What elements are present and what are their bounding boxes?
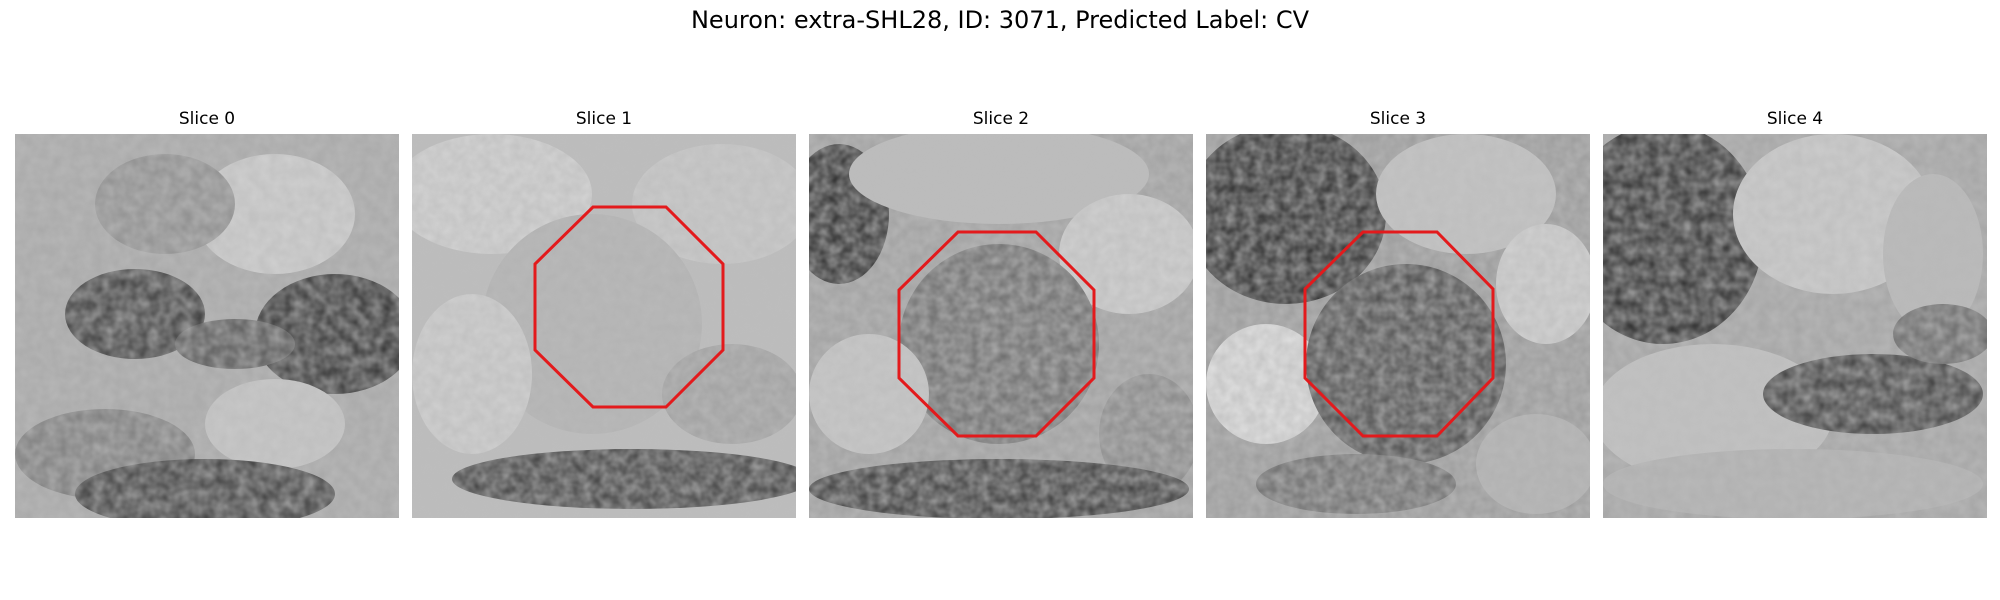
slice-image [1206, 134, 1590, 518]
slice-image [412, 134, 796, 518]
outline-octagon [1303, 230, 1495, 438]
outline-octagon [897, 230, 1096, 438]
panel-slice-1: Slice 1 [412, 108, 796, 518]
panel-slice-0: Slice 0 [15, 108, 399, 518]
slice-image [15, 134, 399, 518]
panel-slice-2: Slice 2 [809, 108, 1193, 518]
panel-title: Slice 0 [178, 109, 236, 129]
panel-title: Slice 2 [972, 109, 1030, 129]
slice-image [1603, 134, 1987, 518]
outline-octagon [533, 205, 725, 409]
panel-title: Slice 1 [575, 109, 633, 129]
panel-title: Slice 4 [1766, 109, 1824, 129]
panel-slice-3: Slice 3 [1206, 108, 1590, 518]
slice-image [809, 134, 1193, 518]
panel-title: Slice 3 [1369, 109, 1427, 129]
figure-title: Neuron: extra-SHL28, ID: 3071, Predicted… [690, 6, 1310, 34]
panel-slice-4: Slice 4 [1603, 108, 1987, 518]
